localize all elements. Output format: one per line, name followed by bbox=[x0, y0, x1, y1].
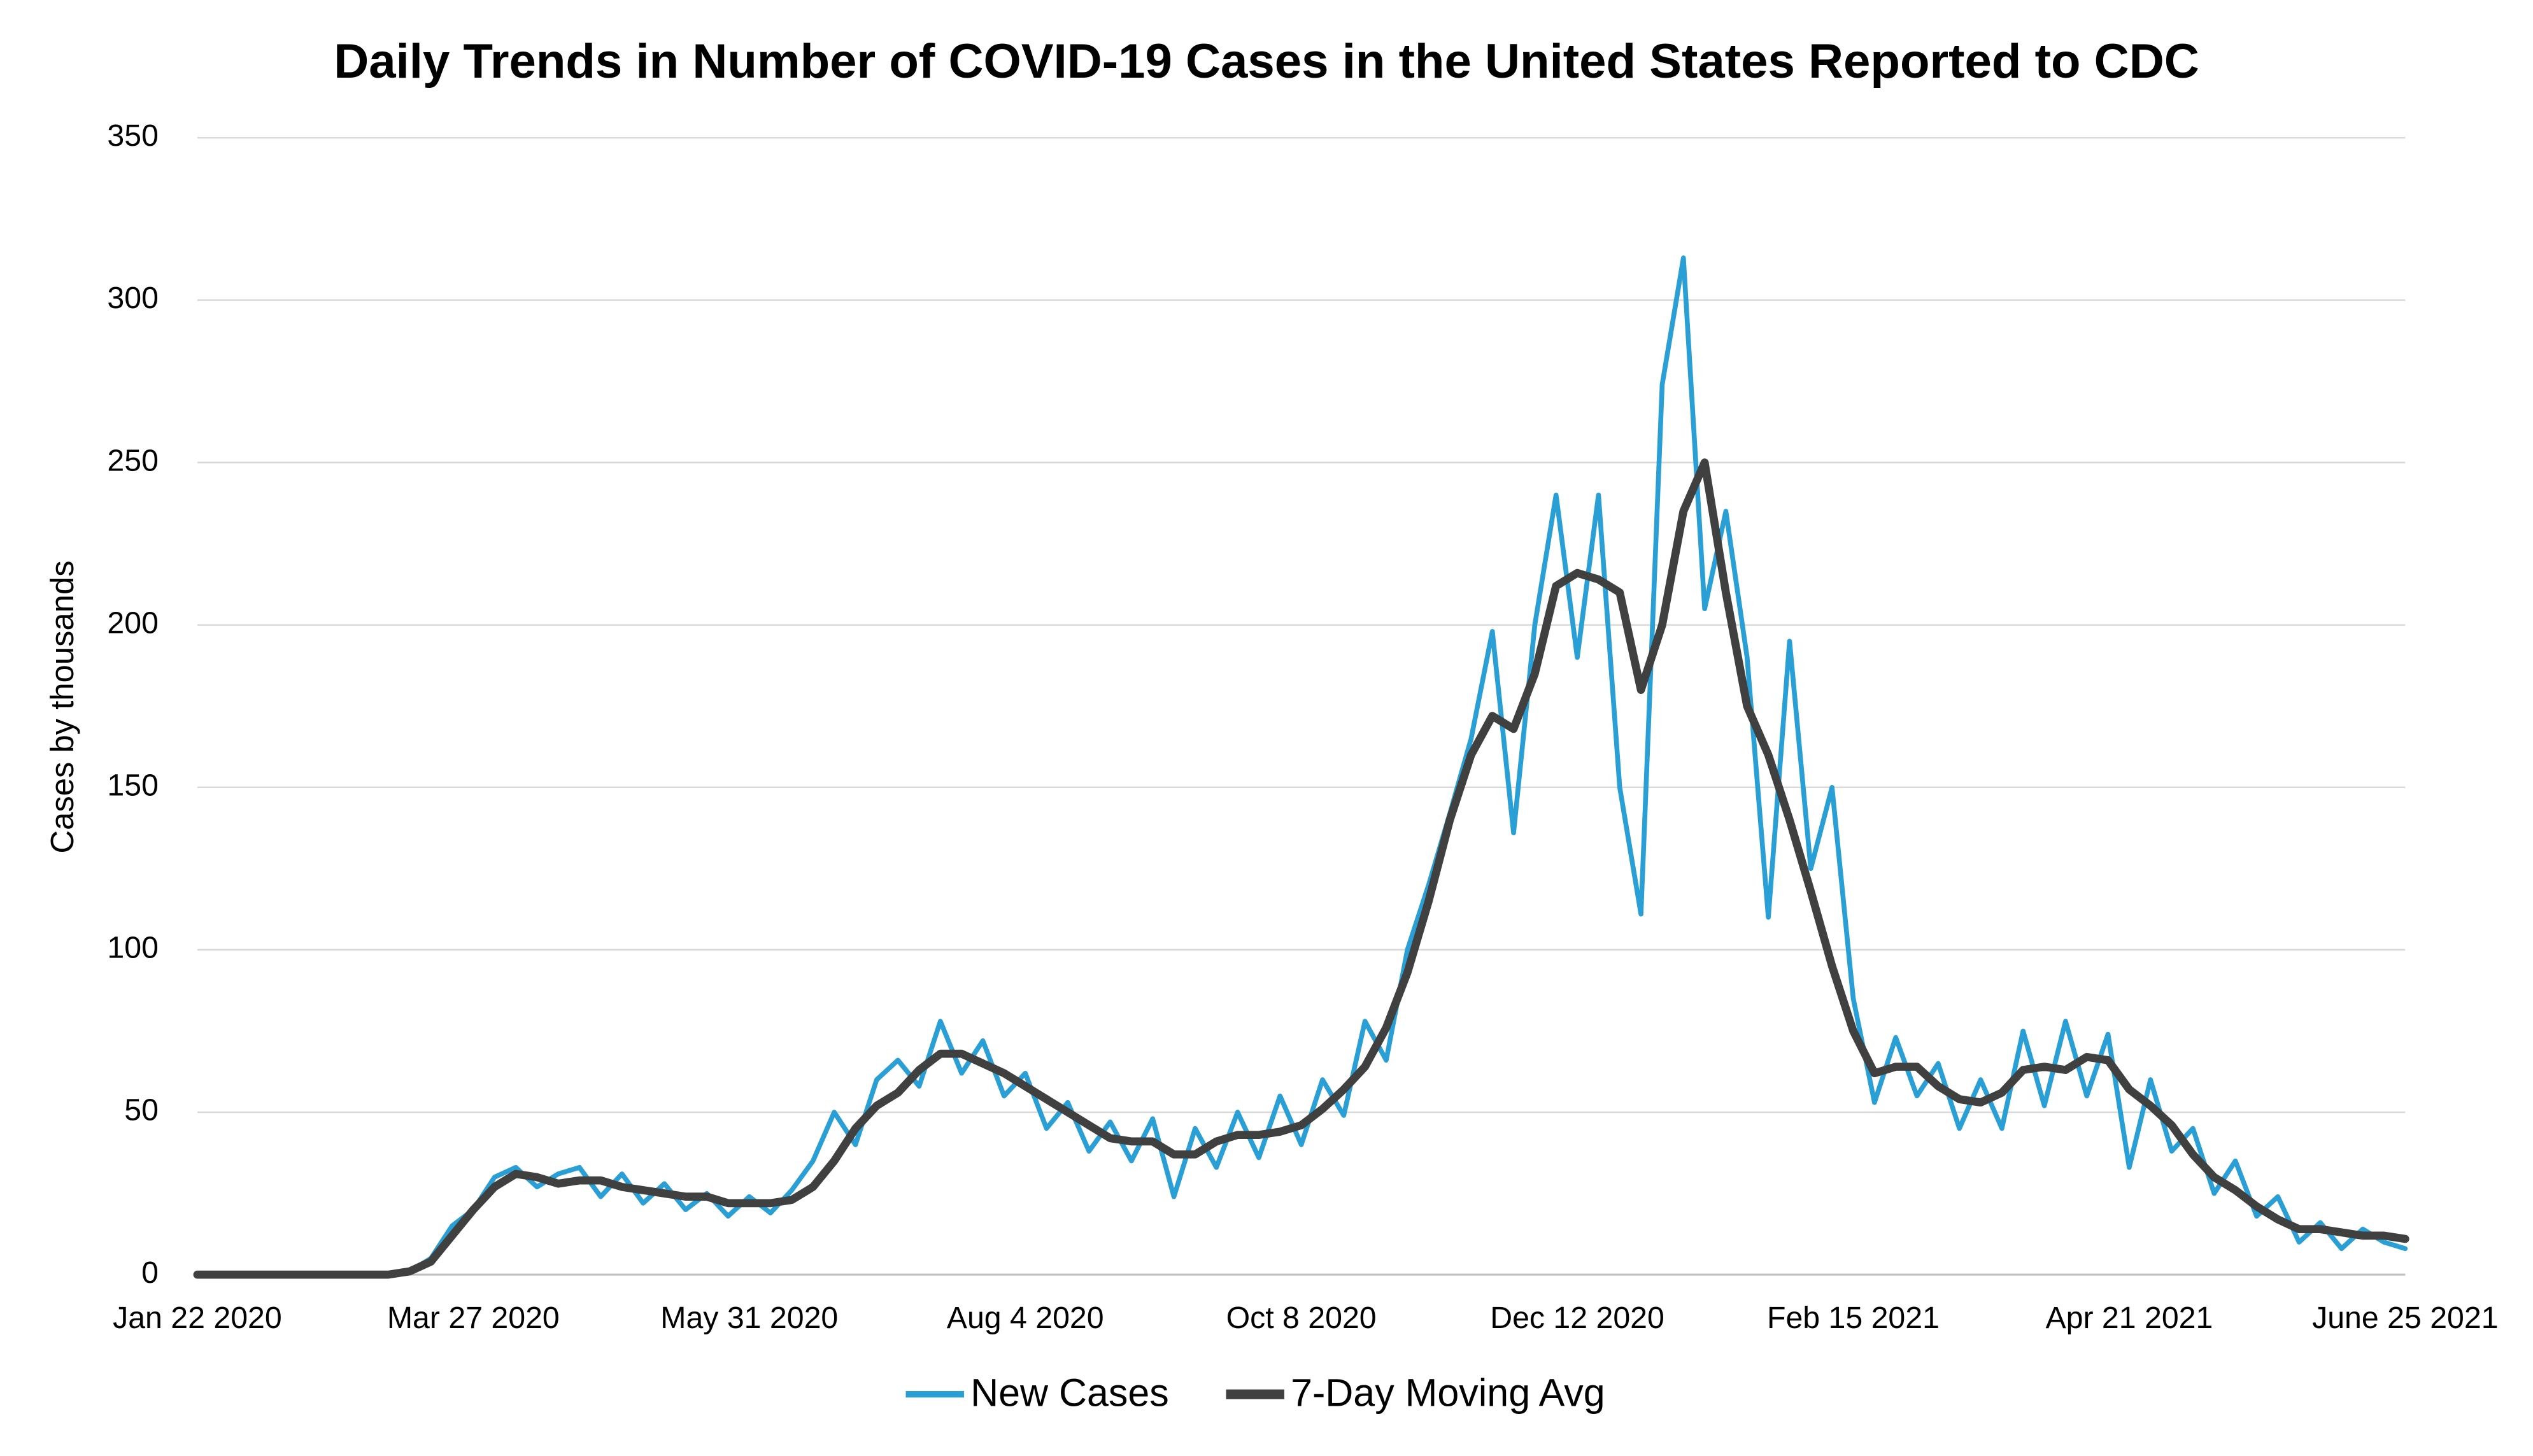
y-tick-label: 50 bbox=[124, 1093, 159, 1127]
x-tick-label: Feb 15 2021 bbox=[1767, 1301, 1940, 1335]
y-tick-label: 200 bbox=[107, 605, 159, 640]
series-line bbox=[195, 255, 2408, 1277]
x-tick-label: Dec 12 2020 bbox=[1490, 1301, 1664, 1335]
y-tick-label: 150 bbox=[107, 768, 159, 803]
x-tick-label: Aug 4 2020 bbox=[947, 1301, 1104, 1335]
legend-label: New Cases bbox=[970, 1371, 1169, 1415]
y-tick-label: 300 bbox=[107, 281, 159, 315]
legend-label: 7-Day Moving Avg bbox=[1291, 1371, 1605, 1415]
x-tick-label: Mar 27 2020 bbox=[387, 1301, 560, 1335]
x-tick-label: June 25 2021 bbox=[2312, 1301, 2498, 1335]
y-tick-label: 350 bbox=[107, 118, 159, 153]
x-tick-label: Jan 22 2020 bbox=[113, 1301, 282, 1335]
x-tick-label: May 31 2020 bbox=[660, 1301, 838, 1335]
x-tick-label: Oct 8 2020 bbox=[1226, 1301, 1377, 1335]
y-axis-label: Cases by thousands bbox=[44, 560, 80, 853]
y-tick-label: 0 bbox=[141, 1255, 159, 1290]
x-tick-label: Apr 21 2021 bbox=[2045, 1301, 2213, 1335]
y-tick-label: 250 bbox=[107, 443, 159, 477]
chart-title: Daily Trends in Number of COVID-19 Cases… bbox=[334, 34, 2199, 88]
series-line bbox=[193, 458, 2409, 1279]
y-tick-label: 100 bbox=[107, 931, 159, 965]
